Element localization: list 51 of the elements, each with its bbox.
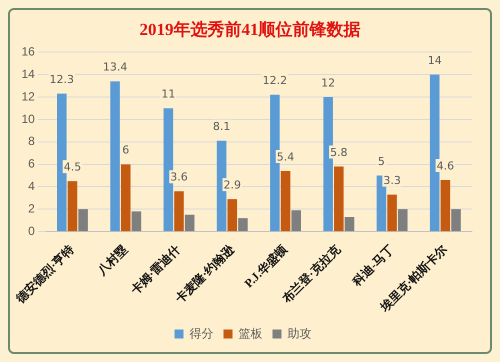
bar bbox=[440, 180, 450, 232]
y-tick-label: 16 bbox=[21, 44, 36, 59]
bar bbox=[132, 211, 142, 232]
legend-label: 篮板 bbox=[238, 326, 262, 340]
data-label: 4.5 bbox=[64, 160, 82, 174]
y-tick-label: 8 bbox=[28, 134, 36, 148]
data-label: 13.4 bbox=[102, 60, 128, 74]
bar bbox=[344, 217, 354, 232]
bar bbox=[68, 181, 78, 232]
x-tick-label: 德安德烈·亨特 bbox=[12, 242, 77, 306]
x-tick-label: 八村塁 bbox=[94, 242, 130, 278]
data-label: 14 bbox=[428, 54, 442, 67]
data-label: 11 bbox=[161, 88, 176, 101]
bar bbox=[280, 171, 290, 232]
data-label: 8.1 bbox=[212, 120, 230, 134]
x-tick-label: 科迪-马丁 bbox=[349, 242, 396, 290]
bar bbox=[120, 164, 131, 232]
data-label: 12.3 bbox=[50, 73, 74, 86]
data-label: 12.2 bbox=[262, 74, 288, 88]
legend-label: 得分 bbox=[190, 326, 214, 340]
data-label: 12 bbox=[321, 76, 336, 90]
bar bbox=[323, 97, 333, 232]
data-label: 6 bbox=[122, 144, 130, 157]
x-tick-label: P.J.华盛顿 bbox=[242, 241, 291, 290]
data-label: 5.4 bbox=[276, 150, 294, 164]
y-tick-label: 6 bbox=[28, 156, 36, 171]
bar bbox=[174, 191, 184, 232]
bar bbox=[291, 210, 301, 232]
bar bbox=[398, 209, 408, 232]
legend-label: 助攻 bbox=[288, 326, 312, 340]
data-label: 3.6 bbox=[170, 170, 188, 184]
chart-title: 2019年选秀前41顺位前锋数据 bbox=[138, 19, 362, 41]
data-label: 2.9 bbox=[224, 178, 242, 192]
y-tick-label: 2 bbox=[28, 201, 36, 216]
bar bbox=[334, 166, 344, 232]
bar bbox=[78, 209, 88, 232]
bar bbox=[110, 81, 120, 232]
bar bbox=[451, 209, 461, 232]
data-label: 5 bbox=[378, 154, 385, 168]
bar bbox=[238, 218, 248, 232]
y-tick-label: 4 bbox=[28, 179, 36, 194]
data-label: 4.6 bbox=[436, 159, 454, 172]
bar bbox=[184, 214, 194, 232]
bar bbox=[387, 194, 397, 232]
data-label: 5.8 bbox=[330, 146, 348, 159]
y-tick-label: 14 bbox=[21, 66, 36, 81]
y-tick-label: 12 bbox=[21, 89, 36, 104]
y-tick-label: 10 bbox=[21, 112, 36, 126]
y-tick-label: 0 bbox=[28, 224, 36, 238]
bar bbox=[227, 199, 238, 232]
data-label: 3.3 bbox=[383, 174, 401, 187]
